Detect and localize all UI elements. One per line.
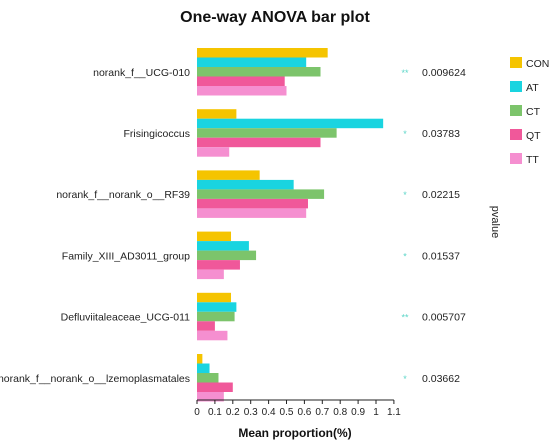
legend-swatch-at xyxy=(510,81,522,92)
legend: CON AT CT QT TT xyxy=(510,57,549,166)
significance-marker: ** xyxy=(401,313,409,323)
category-label: Family_XIII_AD3011_group xyxy=(62,250,190,262)
category-label: norank_f__norank_o__lzemoplasmatales xyxy=(0,373,190,385)
significance-marker: ** xyxy=(401,68,409,78)
legend-swatch-tt xyxy=(510,153,522,164)
legend-label: CT xyxy=(526,106,541,118)
x-tick-label: 0.8 xyxy=(333,407,347,418)
significance-marker: * xyxy=(403,129,407,139)
bar-ct xyxy=(197,67,321,77)
bar-qt xyxy=(197,321,215,331)
significance-marker: * xyxy=(403,374,407,384)
x-axis-label: Mean proportion(%) xyxy=(238,426,351,440)
category-group: norank_f__norank_o__lzemoplasmatales * 0.0… xyxy=(0,354,460,402)
x-tick-label: 0.4 xyxy=(262,407,276,418)
significance-marker: * xyxy=(403,190,407,200)
x-tick-label: 0.9 xyxy=(351,407,365,418)
legend-swatch-qt xyxy=(510,129,522,140)
bar-ct xyxy=(197,250,257,261)
bar-con xyxy=(197,292,232,303)
x-tick-label: 0.7 xyxy=(315,407,329,418)
x-tick-label: 1 xyxy=(373,407,379,418)
bar-tt xyxy=(197,86,287,96)
bar-ct xyxy=(197,311,235,322)
bar-at xyxy=(197,118,384,129)
bar-con xyxy=(197,48,328,58)
bar-qt xyxy=(197,137,321,148)
bar-con xyxy=(197,109,237,119)
bar-ct xyxy=(197,128,337,138)
significance-marker: * xyxy=(403,251,407,261)
category-group: Defluviitaleaceae_UCG-011 ** 0.005707 xyxy=(61,292,466,341)
p-value-label: 0.005707 xyxy=(422,312,466,324)
category-label: Frisingicoccus xyxy=(123,128,190,140)
plot-area: norank_f__UCG-010 ** 0.009624Frisingicoccu… xyxy=(0,48,466,418)
category-label: norank_f__norank_o__RF39 xyxy=(56,189,190,201)
legend-label: AT xyxy=(526,82,539,94)
bar-ct xyxy=(197,189,325,199)
p-value-label: 0.02215 xyxy=(422,189,460,201)
bar-qt xyxy=(197,76,285,86)
category-label: norank_f__UCG-010 xyxy=(93,67,190,79)
bar-con xyxy=(197,170,260,180)
bar-at xyxy=(197,363,210,373)
x-tick-label: 0 xyxy=(194,407,200,418)
x-tick-label: 0.5 xyxy=(280,407,294,418)
category-group: Family_XIII_AD3011_group * 0.01537 xyxy=(62,231,460,280)
bar-tt xyxy=(197,330,228,341)
x-tick-label: 0.6 xyxy=(297,407,311,418)
x-tick-label: 1.1 xyxy=(387,407,401,418)
bar-qt xyxy=(197,260,240,270)
bar-qt xyxy=(197,198,308,209)
legend-label: TT xyxy=(526,154,539,166)
bar-at xyxy=(197,57,307,67)
bar-tt xyxy=(197,392,224,402)
legend-swatch-ct xyxy=(510,105,522,116)
x-tick-label: 0.3 xyxy=(244,407,258,418)
category-group: Frisingicoccus * 0.03783 xyxy=(123,109,460,157)
chart-title: One-way ANOVA bar plot xyxy=(180,9,370,26)
bar-ct xyxy=(197,373,219,383)
category-group: norank_f__norank_o__RF39 * 0.02215 xyxy=(56,170,460,218)
bar-at xyxy=(197,241,249,251)
bar-tt xyxy=(197,208,307,218)
p-value-label: 0.009624 xyxy=(422,67,466,79)
legend-swatch-con xyxy=(510,57,522,68)
legend-label: QT xyxy=(526,130,541,142)
bar-at xyxy=(197,179,294,190)
bar-at xyxy=(197,302,237,312)
bar-qt xyxy=(197,382,233,392)
bar-con xyxy=(197,231,232,242)
category-label: Defluviitaleaceae_UCG-011 xyxy=(61,312,191,324)
p-value-label: 0.03662 xyxy=(422,373,460,385)
legend-label: CON xyxy=(526,58,549,70)
category-group: norank_f__UCG-010 ** 0.009624 xyxy=(93,48,466,96)
pvalue-axis-label: pvalue xyxy=(489,206,501,238)
p-value-label: 0.03783 xyxy=(422,128,460,140)
bar-tt xyxy=(197,269,224,280)
x-tick-label: 0.1 xyxy=(208,407,222,418)
x-tick-label: 0.2 xyxy=(226,407,240,418)
bar-tt xyxy=(197,147,230,157)
p-value-label: 0.01537 xyxy=(422,250,460,262)
bar-con xyxy=(197,354,203,364)
